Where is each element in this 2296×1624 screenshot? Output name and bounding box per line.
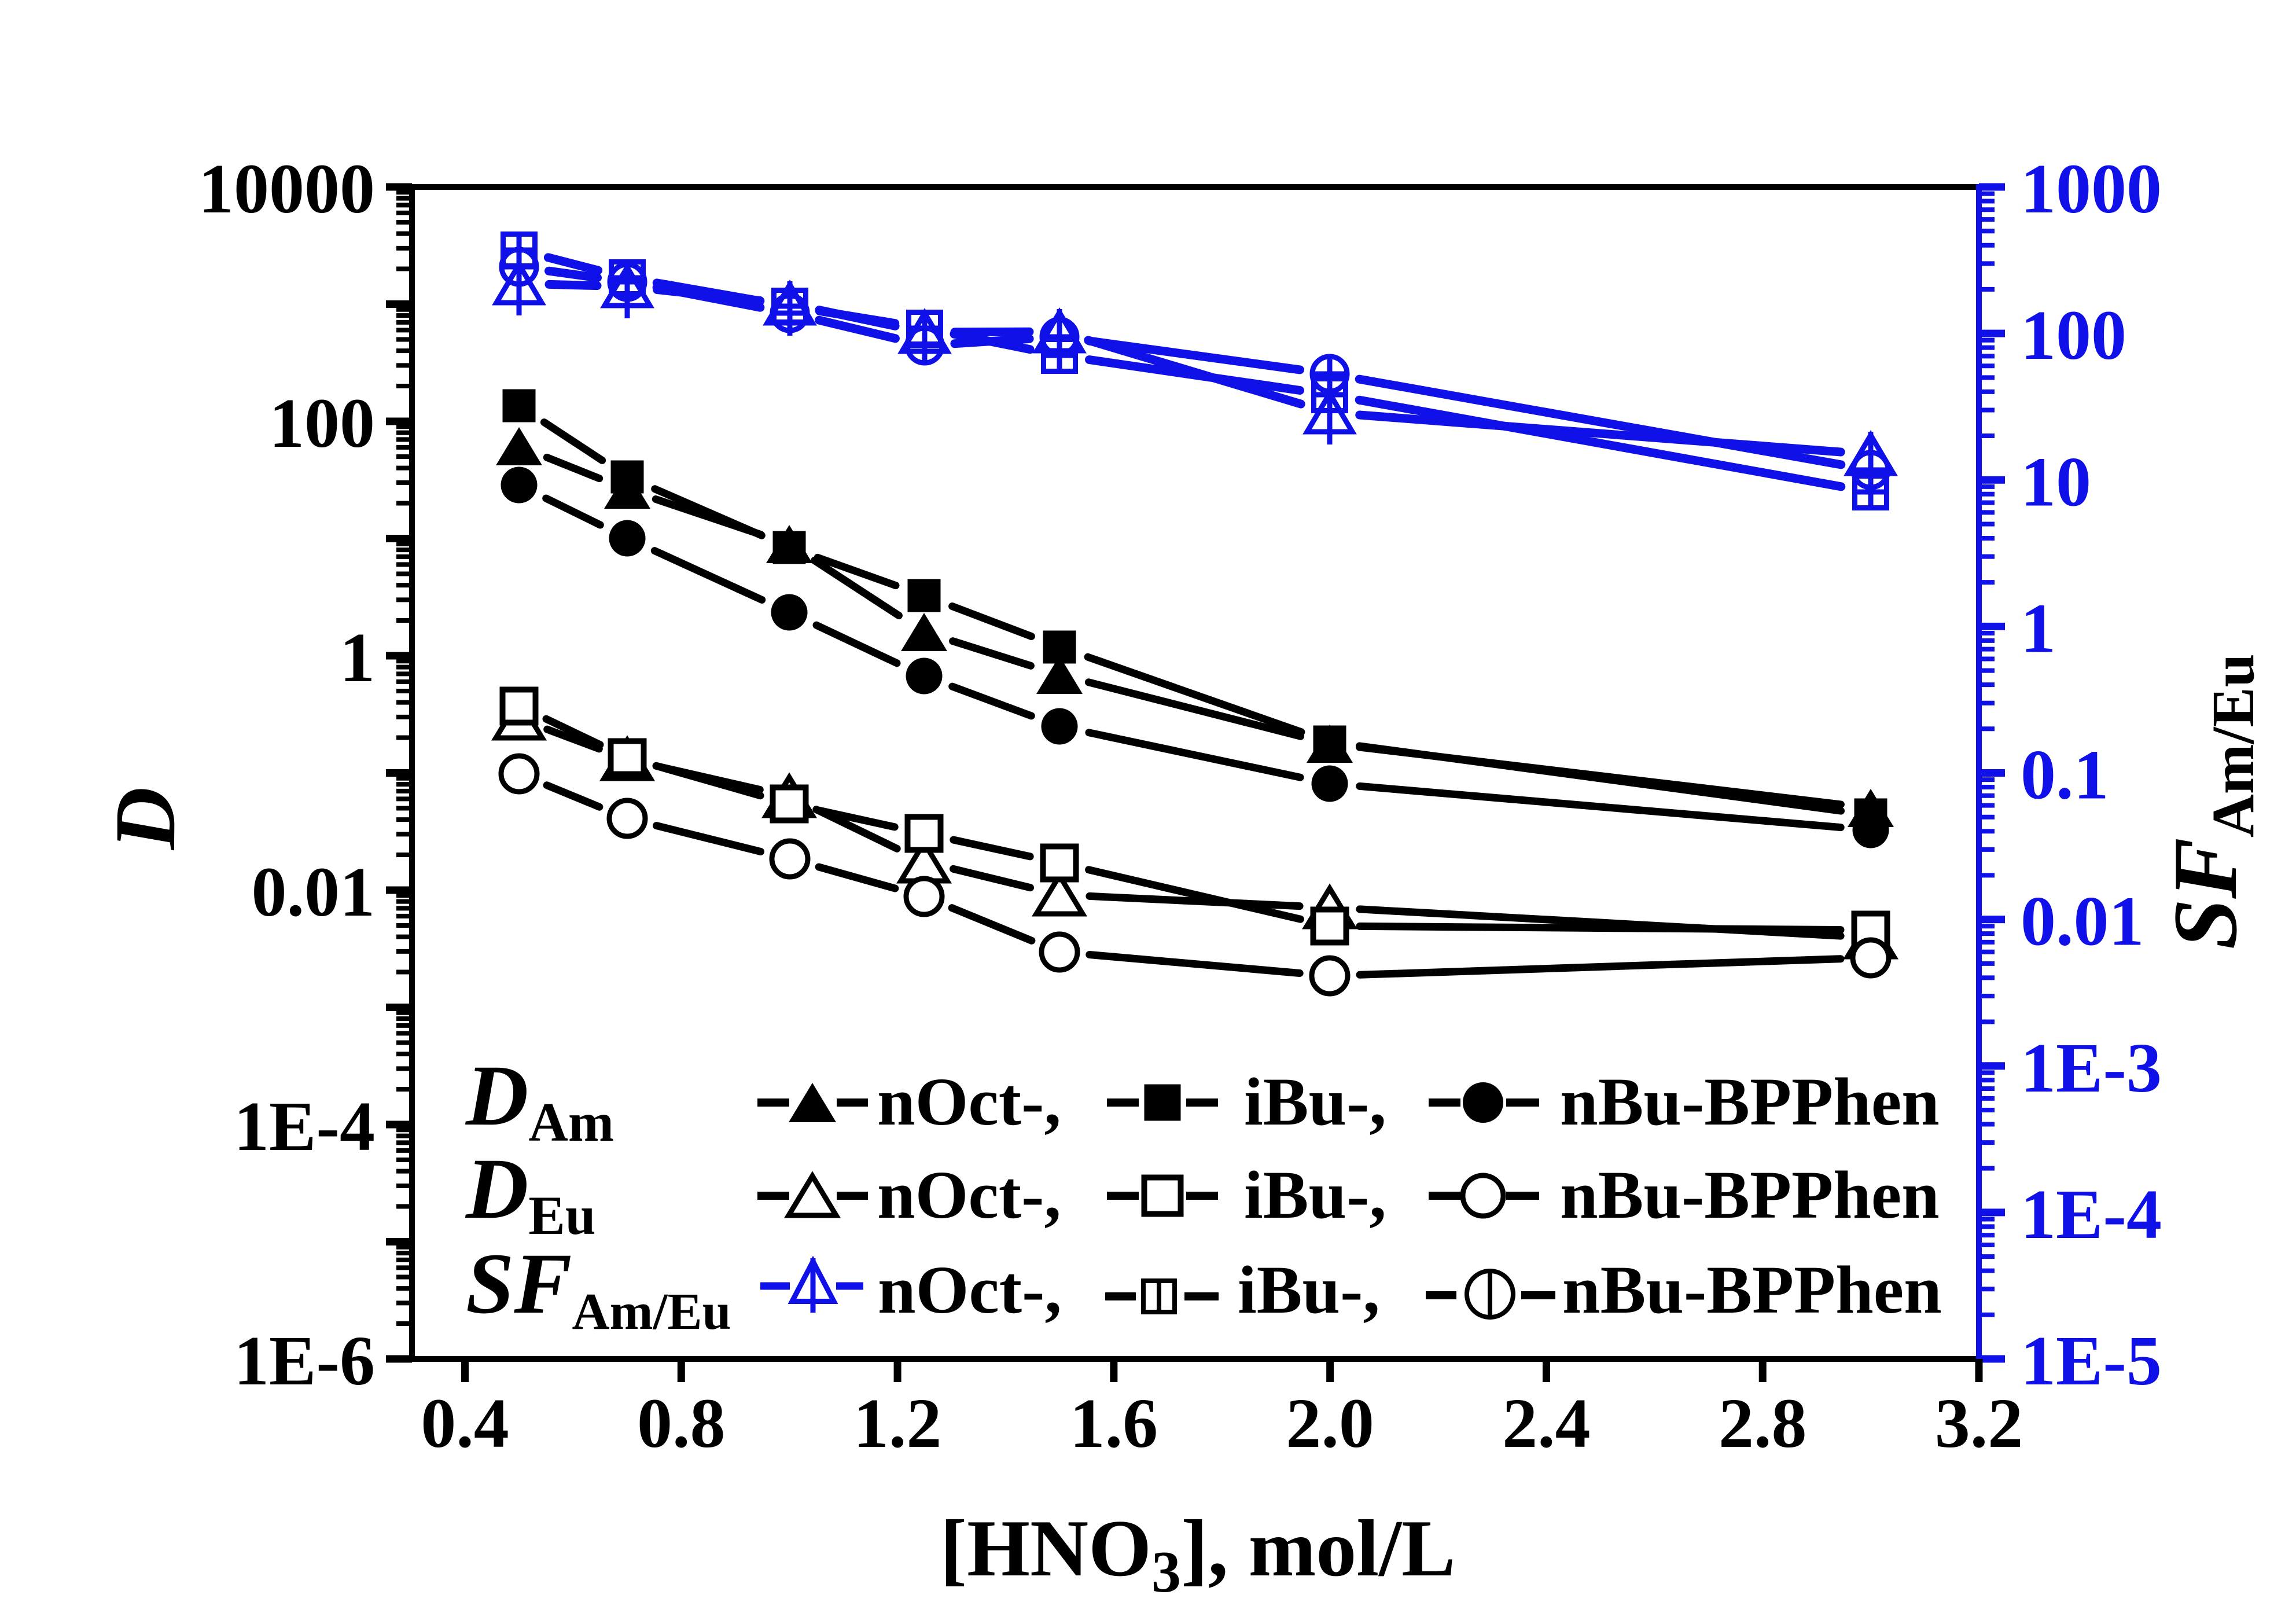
svg-text:1E-6: 1E-6	[234, 1322, 375, 1400]
svg-text:1000: 1000	[2021, 150, 2162, 228]
svg-text:0.8: 0.8	[637, 1384, 726, 1463]
svg-text:100: 100	[269, 384, 375, 462]
svg-text:0.1: 0.1	[2021, 736, 2109, 814]
svg-text:1: 1	[340, 619, 375, 697]
svg-text:1E-3: 1E-3	[2021, 1029, 2162, 1107]
svg-text:10: 10	[2021, 443, 2091, 521]
svg-text:3.2: 3.2	[1935, 1384, 2023, 1463]
svg-text:0.01: 0.01	[2021, 883, 2144, 961]
svg-text:1: 1	[2021, 589, 2056, 667]
svg-text:0.01: 0.01	[252, 853, 376, 931]
svg-text:1.2: 1.2	[853, 1384, 942, 1463]
svg-text:1E-5: 1E-5	[2021, 1322, 2162, 1400]
svg-text:0.4: 0.4	[421, 1384, 509, 1463]
svg-text:nOct-,: nOct-,	[877, 1157, 1061, 1233]
svg-text:1.6: 1.6	[1070, 1384, 1158, 1463]
svg-text:D: D	[97, 787, 193, 851]
svg-text:nBu-BPPhen: nBu-BPPhen	[1562, 1252, 1942, 1328]
svg-text:nOct-,: nOct-,	[877, 1064, 1061, 1140]
svg-text:100: 100	[2021, 296, 2126, 374]
svg-text:iBu-,: iBu-,	[1244, 1157, 1386, 1233]
svg-text:10000: 10000	[198, 150, 375, 228]
svg-text:iBu-,: iBu-,	[1238, 1252, 1380, 1328]
svg-text:nOct-,: nOct-,	[878, 1252, 1062, 1328]
svg-text:iBu-,: iBu-,	[1244, 1064, 1386, 1140]
svg-text:2.8: 2.8	[1719, 1384, 1807, 1463]
svg-text:1E-4: 1E-4	[2021, 1175, 2162, 1254]
svg-text:nBu-BPPhen: nBu-BPPhen	[1560, 1157, 1940, 1233]
svg-text:2.4: 2.4	[1502, 1384, 1591, 1463]
svg-text:1E-4: 1E-4	[234, 1087, 375, 1166]
svg-text:2.0: 2.0	[1286, 1384, 1374, 1463]
svg-text:nBu-BPPhen: nBu-BPPhen	[1560, 1064, 1940, 1140]
svg-text:SFAm/Eu: SFAm/Eu	[2155, 653, 2266, 949]
svg-text:[HNO3], mol/L: [HNO3], mol/L	[940, 1504, 1456, 1605]
